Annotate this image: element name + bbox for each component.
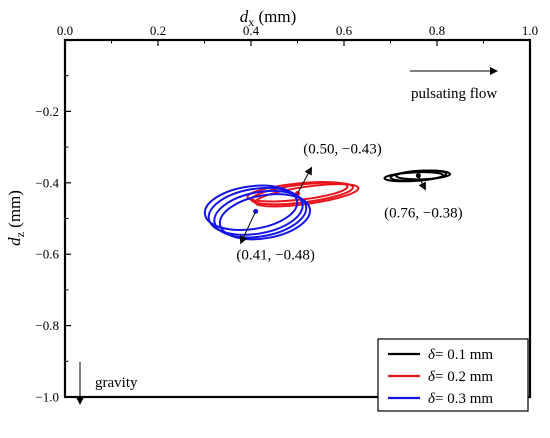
trajectory-ellipse: [213, 189, 308, 239]
trajectory-ellipse: [203, 184, 299, 231]
x-tick-label: 0.0: [57, 23, 73, 38]
x-tick-label: 0.4: [243, 23, 260, 38]
series-3: (0.41, −0.48): [203, 184, 315, 263]
series-2: (0.50, −0.43): [246, 142, 382, 208]
trajectory-ellipse: [395, 169, 452, 181]
gravity-label: gravity: [95, 375, 138, 391]
x-axis-title: dx (mm): [240, 7, 297, 29]
y-tick-label: −0.4: [35, 175, 59, 190]
center-arrow: [239, 211, 257, 245]
series-1: (0.76, −0.38): [383, 169, 463, 222]
trajectory-ellipse: [218, 193, 311, 241]
center-label: (0.50, −0.43): [303, 142, 381, 158]
x-tick-label: 0.2: [150, 23, 166, 38]
series-layer: (0.76, −0.38) (0.50, −0.43) (0.41, −0.48): [203, 142, 463, 263]
y-tick-label: −0.6: [35, 247, 59, 262]
x-tick-label: 0.8: [429, 23, 445, 38]
trajectory-ellipse: [246, 181, 349, 203]
trajectory-ellipse: [250, 181, 354, 206]
legend-label: δ= 0.3 mm: [428, 391, 493, 407]
y-axis-ticks: −1.0 −0.8 −0.6 −0.4 −0.2: [35, 75, 71, 405]
y-axis-title: dz (mm): [5, 190, 27, 246]
center-label: (0.76, −0.38): [384, 206, 462, 222]
center-arrow: [297, 166, 312, 194]
legend-label: δ= 0.2 mm: [428, 369, 493, 385]
legend: δ= 0.1 mm δ= 0.2 mm δ= 0.3 mm: [377, 338, 529, 412]
trajectory-ellipse: [207, 186, 304, 236]
y-tick-label: −0.2: [35, 104, 59, 119]
x-tick-label: 0.6: [336, 23, 353, 38]
y-tick-label: −1.0: [35, 390, 59, 405]
y-tick-label: −0.8: [35, 318, 59, 333]
legend-label: δ= 0.1 mm: [428, 347, 493, 363]
center-arrow: [417, 175, 426, 191]
center-label: (0.41, −0.48): [236, 247, 314, 263]
x-tick-label: 1.0: [522, 23, 538, 38]
flow-label: pulsating flow: [411, 86, 497, 102]
x-axis-ticks: 0.0 0.2 0.4 0.6 0.8 1.0: [57, 23, 538, 46]
